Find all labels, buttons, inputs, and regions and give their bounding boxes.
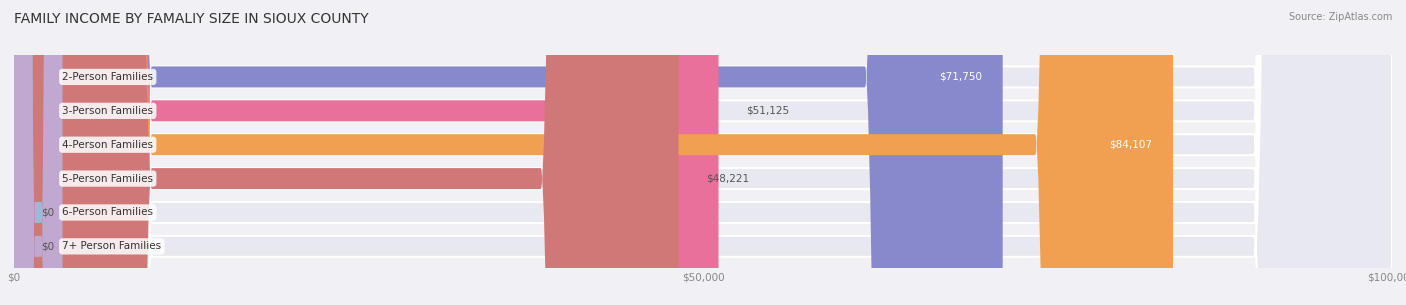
FancyBboxPatch shape: [14, 0, 679, 305]
FancyBboxPatch shape: [14, 0, 62, 305]
FancyBboxPatch shape: [14, 0, 1392, 305]
FancyBboxPatch shape: [14, 0, 62, 305]
Text: $84,107: $84,107: [1109, 140, 1153, 150]
Text: Source: ZipAtlas.com: Source: ZipAtlas.com: [1288, 12, 1392, 22]
FancyBboxPatch shape: [14, 0, 1392, 305]
Text: $48,221: $48,221: [706, 174, 749, 184]
FancyBboxPatch shape: [14, 0, 1392, 305]
FancyBboxPatch shape: [14, 0, 718, 305]
Text: 3-Person Families: 3-Person Families: [62, 106, 153, 116]
Text: $71,750: $71,750: [939, 72, 981, 82]
FancyBboxPatch shape: [14, 0, 1392, 305]
Text: 4-Person Families: 4-Person Families: [62, 140, 153, 150]
Text: $0: $0: [42, 207, 55, 217]
Text: 7+ Person Families: 7+ Person Families: [62, 241, 162, 251]
Text: $51,125: $51,125: [747, 106, 789, 116]
Text: 6-Person Families: 6-Person Families: [62, 207, 153, 217]
FancyBboxPatch shape: [14, 0, 1002, 305]
Text: 5-Person Families: 5-Person Families: [62, 174, 153, 184]
Text: $0: $0: [42, 241, 55, 251]
FancyBboxPatch shape: [14, 0, 1392, 305]
FancyBboxPatch shape: [14, 0, 1173, 305]
Text: 2-Person Families: 2-Person Families: [62, 72, 153, 82]
Text: FAMILY INCOME BY FAMALIY SIZE IN SIOUX COUNTY: FAMILY INCOME BY FAMALIY SIZE IN SIOUX C…: [14, 12, 368, 26]
FancyBboxPatch shape: [14, 0, 1392, 305]
